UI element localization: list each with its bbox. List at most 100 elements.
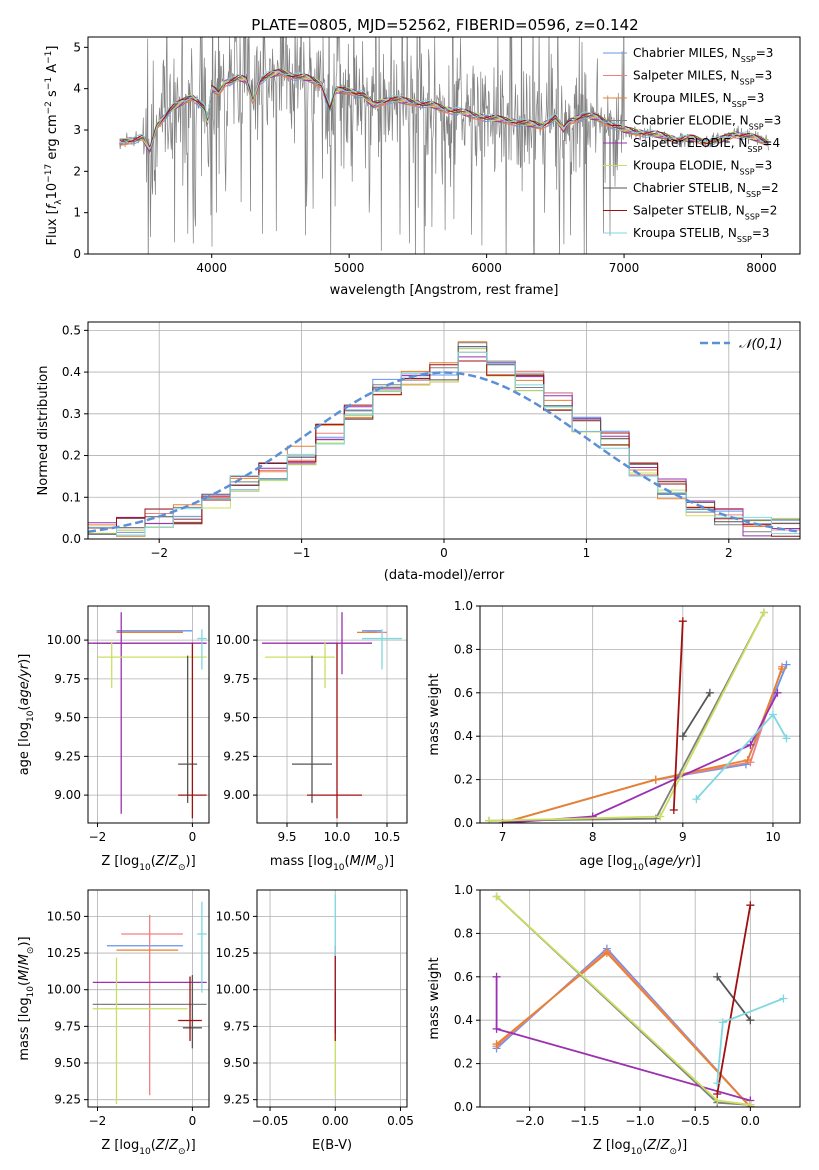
age-vs-z-ylabel: age [log10(age/yr)] [17,654,36,776]
figure-title: PLATE=0805, MJD=52562, FIBERID=0596, z=0… [251,16,638,34]
weight-vs-z-point [492,1040,501,1049]
weight-vs-z-ytick-label: 0.8 [454,926,473,940]
spectrum-data [119,37,769,254]
weight-vs-z-xlabel: Z [log10(Z/Z⊙)] [593,1138,687,1157]
weight-vs-age-point [777,664,786,673]
spectrum-axes: 4000 5000 6000 7000 8000 0 1 2 3 4 5 [73,40,776,275]
weight-vs-z-point [713,1079,722,1088]
legend-entry: Salpeter STELIB, NSSP=2 [633,204,777,222]
weight-vs-age-point [669,805,678,814]
residuals-ytick-label: 0.4 [62,365,81,379]
weight-vs-z-series-line [496,951,751,1107]
spectrum-xtick-label: 4000 [196,261,227,275]
mass-vs-ebv-ytick-label: 10.50 [216,909,250,923]
legend-entry: Chabrier STELIB, NSSP=2 [633,181,779,199]
weight-vs-age-ytick-label: 0.2 [454,773,473,787]
weight-vs-age-ylabel: mass weight [427,673,442,755]
age-vs-mass-ytick-label: 9.50 [223,711,250,725]
weight-vs-age-point [651,775,660,784]
weight-vs-age-xtick-label: 7 [499,830,507,844]
weight-vs-z-point [713,972,722,981]
weight-vs-z-data [492,892,788,1107]
weight-vs-z-ytick-label: 0.6 [454,970,473,984]
weight-vs-z-point [492,972,501,981]
mass-vs-z-xlabel: Z [log10(Z/Z⊙)] [101,1138,195,1157]
spectrum-model-line [119,70,769,149]
weight-vs-z-ytick-label: 0.4 [454,1013,473,1027]
spectrum-ytick-label: 3 [73,123,81,137]
weight-vs-z-point [602,948,611,957]
mass-vs-z-ytick-label: 10.50 [47,909,81,923]
mass-vs-ebv-ytick-label: 10.25 [216,946,250,960]
age-vs-z-ytick-label: 9.00 [54,788,81,802]
mass-vs-z-frame [87,889,210,1108]
residuals-xtick-label: 0 [440,546,448,560]
weight-vs-age-point [759,608,768,617]
mass-vs-z-ylabel: mass [log10(M/M⊙)] [17,936,36,1060]
age-vs-mass-data [262,612,402,819]
weight-vs-age-xtick-label: 8 [589,830,597,844]
weight-vs-age-axes: 7 8 9 10 0.0 0.2 0.4 0.6 0.8 1.0 [454,599,800,844]
weight-vs-z-point [492,1024,501,1033]
weight-vs-age-ytick-label: 0.4 [454,729,473,743]
weight-vs-z-point [746,1016,755,1025]
weight-vs-age-series-line [502,666,783,823]
weight-vs-z-series-line [495,947,751,1107]
weight-vs-age-ytick-label: 0.6 [454,686,473,700]
mass-vs-ebv-frame [256,889,408,1108]
weight-vs-age-point [692,795,701,804]
weight-vs-age-xtick-label: 10 [765,830,780,844]
spectrum-xlabel: wavelength [Angstrom, rest frame] [330,283,559,298]
residuals-data [88,341,800,539]
weight-vs-z-point [713,1089,722,1098]
weight-vs-z-point [718,1018,727,1027]
spectrum-frame [87,36,801,255]
residuals-ylabel: Normed distribution [36,366,51,496]
weight-vs-age-point [743,756,752,765]
legend-entry: Kroupa STELIB, NSSP=3 [633,226,770,244]
age-vs-mass-ytick-label: 9.00 [223,788,250,802]
residuals-histogram [88,360,800,539]
weight-vs-z-xtick-label: −1.5 [570,1114,599,1128]
mass-vs-z-ytick-label: 9.50 [54,1056,81,1070]
legend-entry: Salpeter MILES, NSSP=3 [633,69,772,87]
weight-vs-age-point [705,688,714,697]
weight-vs-z-xtick-label: −0.5 [681,1114,710,1128]
residuals-histogram [88,351,800,539]
age-vs-z-ytick-label: 9.75 [54,672,81,686]
residuals-ytick-label: 0.2 [62,449,81,463]
weight-vs-age-xtick-label: 9 [679,830,687,844]
residuals-xtick-label: −2 [150,546,168,560]
spectrum-xtick-label: 8000 [746,261,777,275]
weight-vs-z-ylabel: mass weight [427,957,442,1039]
weight-vs-z-ytick-label: 0.0 [454,1100,473,1114]
mass-vs-z-xtick-label: 0 [189,1114,197,1128]
weight-vs-z-series-line [495,895,751,1106]
weight-vs-age-frame [479,605,801,824]
spectrum-ytick-label: 2 [73,164,81,178]
mass-vs-z-ytick-label: 9.75 [54,1019,81,1033]
weight-vs-z-point [746,1100,755,1107]
weight-vs-age-series-line [682,692,711,737]
weight-vs-age-xlabel: age [log10(age/yr)] [579,854,701,873]
residuals-ytick-label: 0.0 [62,532,81,546]
residuals-frame [87,321,801,540]
weight-vs-age-data [485,608,791,823]
weight-vs-z-series-line [495,895,751,1106]
age-vs-mass-ytick-label: 10.00 [216,633,250,647]
residuals-ytick-label: 0.1 [62,490,81,504]
residuals-xtick-label: 2 [725,546,733,560]
weight-vs-age-point [746,740,755,749]
residuals-normal-curve [88,371,800,533]
mass-vs-z-xtick-label: −2 [89,1114,107,1128]
weight-vs-age-point [782,660,791,669]
weight-vs-age-series-line [502,692,779,823]
age-vs-mass-axes: 9.5 10.0 10.5 9.00 9.25 9.50 9.75 10.00 [216,606,407,844]
mass-vs-ebv-xtick-label: 0.00 [322,1114,349,1128]
age-vs-mass-ytick-label: 9.25 [223,749,250,763]
mass-vs-z-ytick-label: 10.00 [47,983,81,997]
age-vs-z-ytick-label: 10.00 [47,633,81,647]
mass-vs-ebv-ytick-label: 9.50 [223,1056,250,1070]
weight-vs-age-series-line [672,621,684,811]
